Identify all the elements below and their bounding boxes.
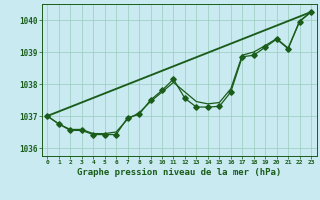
X-axis label: Graphe pression niveau de la mer (hPa): Graphe pression niveau de la mer (hPa) — [77, 168, 281, 177]
